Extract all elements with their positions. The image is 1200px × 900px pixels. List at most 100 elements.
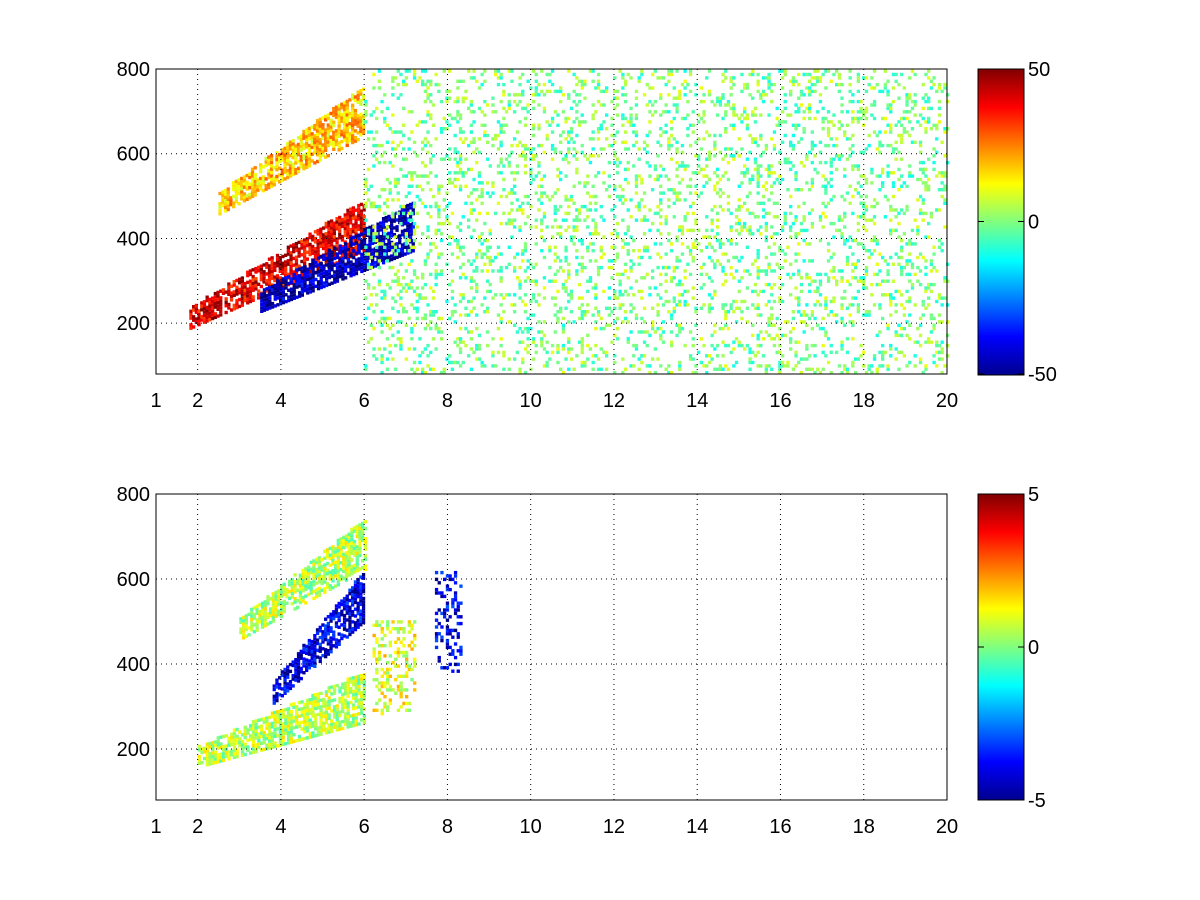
- heatmap-cell: [434, 276, 438, 280]
- heatmap-cell: [391, 357, 395, 361]
- heatmap-cell: [745, 86, 749, 90]
- heatmap-cell: [675, 69, 679, 73]
- heatmap-cell: [721, 269, 725, 273]
- heatmap-cell: [297, 247, 301, 251]
- heatmap-cell: [334, 129, 339, 133]
- heatmap-cell: [929, 289, 933, 294]
- heatmap-cell: [707, 242, 712, 246]
- heatmap-cell: [335, 265, 340, 270]
- heatmap-cell: [913, 99, 917, 104]
- heatmap-cell: [211, 299, 215, 304]
- heatmap-cell: [404, 174, 408, 178]
- heatmap-cell: [778, 360, 782, 365]
- heatmap-cell: [448, 113, 452, 117]
- heatmap-cell: [359, 209, 364, 213]
- heatmap-cell: [729, 265, 733, 270]
- heatmap-cell: [381, 233, 386, 238]
- heatmap-cell: [365, 260, 369, 265]
- heatmap-cell: [262, 280, 266, 284]
- heatmap-cell: [232, 293, 236, 297]
- heatmap-cell: [407, 171, 411, 175]
- heatmap-cell: [322, 254, 326, 258]
- heatmap-cell: [275, 157, 279, 162]
- heatmap-cell: [824, 204, 828, 209]
- heatmap-cell: [480, 303, 484, 307]
- heatmap-cell: [483, 364, 487, 368]
- heatmap-cell: [513, 218, 517, 222]
- heatmap-cell: [303, 255, 307, 259]
- heatmap-cell: [305, 138, 309, 142]
- heatmap-cell: [526, 265, 530, 270]
- heatmap-cell: [794, 110, 798, 114]
- heatmap-cell: [851, 110, 855, 114]
- heatmap-cell: [353, 115, 358, 120]
- heatmap-cell: [537, 320, 541, 324]
- heatmap-cell: [626, 72, 630, 77]
- heatmap-cell: [400, 219, 405, 223]
- heatmap-cell: [456, 150, 460, 155]
- heatmap-cell: [724, 127, 728, 131]
- heatmap-cell: [379, 251, 383, 256]
- heatmap-cell: [556, 167, 560, 172]
- heatmap-cell: [599, 255, 603, 260]
- heatmap-cell: [319, 268, 323, 273]
- heatmap-cell: [629, 235, 633, 239]
- heatmap-cell: [303, 251, 307, 256]
- heatmap-cell: [878, 330, 882, 334]
- heatmap-cell: [369, 293, 373, 297]
- heatmap-cell: [599, 123, 603, 127]
- heatmap-cell: [303, 262, 307, 266]
- heatmap-cell: [610, 259, 614, 263]
- heatmap-cell: [797, 303, 801, 307]
- heatmap-cell: [299, 134, 303, 138]
- heatmap-cell: [743, 82, 747, 87]
- heatmap-cell: [664, 279, 668, 283]
- heatmap-cell: [770, 286, 774, 290]
- heatmap-cell: [856, 221, 860, 226]
- heatmap-cell: [365, 226, 369, 231]
- heatmap-cell: [402, 276, 406, 280]
- heatmap-cell: [321, 226, 326, 230]
- heatmap-cell: [396, 330, 400, 334]
- heatmap-cell: [856, 259, 860, 263]
- heatmap-cell: [226, 190, 230, 195]
- heatmap-cell: [240, 197, 244, 201]
- heatmap-cell: [851, 252, 855, 256]
- heatmap-cell: [338, 268, 342, 272]
- heatmap-cell: [502, 130, 506, 134]
- heatmap-cell: [485, 249, 490, 253]
- heatmap-cell: [458, 113, 463, 117]
- heatmap-cell: [458, 137, 463, 141]
- heatmap-cell: [835, 143, 839, 148]
- heatmap-cell: [361, 97, 366, 102]
- heatmap-cell: [467, 225, 471, 229]
- heatmap-cell: [237, 181, 241, 185]
- heatmap-cell: [404, 82, 408, 87]
- heatmap-cell: [553, 110, 557, 114]
- heatmap-cell: [780, 86, 785, 90]
- heatmap-cell: [745, 116, 749, 121]
- heatmap-cell: [580, 86, 584, 90]
- heatmap-cell: [341, 250, 345, 254]
- heatmap-cell: [434, 72, 438, 77]
- heatmap-cell: [308, 286, 313, 291]
- heatmap-cell: [248, 269, 253, 273]
- heatmap-cell: [913, 340, 917, 344]
- heatmap-cell: [715, 232, 720, 236]
- heatmap-cell: [300, 276, 304, 280]
- heatmap-cell: [296, 146, 301, 150]
- heatmap-cell: [499, 279, 503, 283]
- heatmap-cell: [529, 174, 533, 178]
- heatmap-cell: [751, 323, 755, 327]
- heatmap-cell: [710, 208, 714, 212]
- heatmap-cell: [390, 244, 394, 248]
- heatmap-cell: [889, 296, 893, 300]
- heatmap-cell: [302, 143, 306, 147]
- heatmap-cell: [375, 238, 379, 243]
- heatmap-cell: [629, 269, 633, 273]
- heatmap-cell: [626, 337, 630, 341]
- heatmap-cell: [851, 360, 855, 365]
- heatmap-cell: [550, 350, 555, 355]
- heatmap-cell: [713, 235, 717, 239]
- heatmap-cell: [854, 357, 858, 361]
